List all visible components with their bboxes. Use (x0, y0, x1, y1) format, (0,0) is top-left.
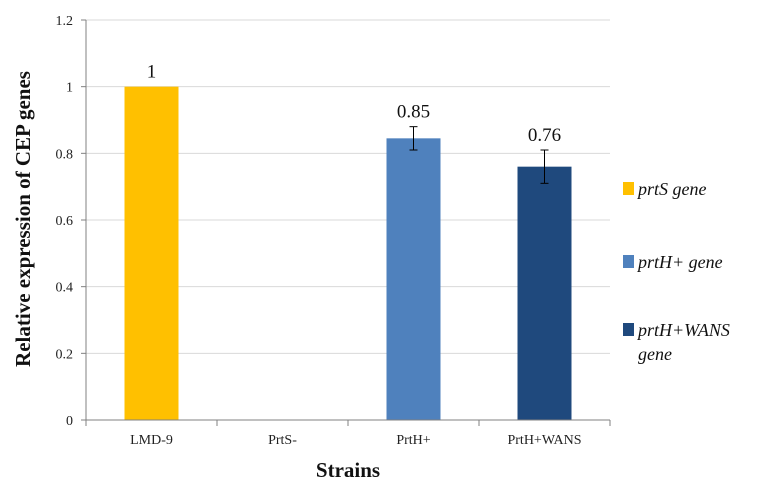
y-tick-label: 1 (66, 81, 73, 96)
data-labels: 1 0.85 0.76 (147, 62, 561, 146)
x-tick-label: PrtH+WANS (507, 433, 581, 448)
y-tick-label: 1.2 (56, 14, 74, 29)
data-label: 0.85 (397, 102, 430, 123)
y-tick-label: 0.2 (56, 347, 74, 362)
x-axis-ticks: LMD-9 PrtS- PrtH+ PrtH+WANS (85, 420, 611, 448)
legend-label: prtH+WANS (636, 320, 730, 340)
x-axis-title: Strains (316, 458, 380, 482)
y-axis-title: Relative expression of CEP genes (11, 71, 35, 367)
data-label: 0.76 (528, 125, 561, 146)
y-tick-label: 0 (66, 414, 73, 429)
legend-swatch (623, 323, 634, 336)
legend-swatch (623, 182, 634, 195)
legend-label: gene (638, 344, 672, 364)
bar (517, 166, 572, 420)
legend-label: prtS gene (636, 179, 706, 199)
bars (124, 86, 572, 421)
data-label: 1 (147, 62, 157, 83)
bar (386, 138, 441, 421)
y-tick-label: 0.8 (56, 147, 74, 162)
y-tick-label: 0.6 (56, 214, 74, 229)
x-tick-label: LMD-9 (130, 433, 173, 448)
x-tick-label: PrtS- (268, 433, 297, 448)
legend-label: prtH+ gene (636, 252, 723, 272)
error-bars (409, 126, 549, 184)
y-axis-ticks: 0 0.2 0.4 0.6 0.8 1 1.2 (56, 14, 86, 429)
legend: prtS gene prtH+ gene prtH+WANS gene (623, 179, 730, 364)
legend-swatch (623, 255, 634, 268)
x-tick-label: PrtH+ (396, 433, 430, 448)
bar (124, 86, 179, 421)
y-tick-label: 0.4 (56, 281, 74, 296)
